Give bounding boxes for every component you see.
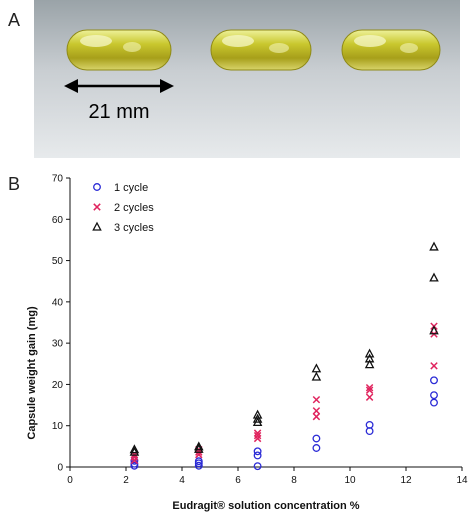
point-2-cycles [312,412,321,421]
x-tick-label: 0 [67,475,73,486]
capsules-photo: 21 mm [34,0,460,158]
point-2-cycles [365,393,374,401]
panel-label-b: B [8,174,21,194]
point-2-cycles [253,431,262,440]
chart-marks [129,241,439,471]
point-2-cycles [312,395,321,404]
capsule-2 [210,29,312,71]
point-2-cycles [312,407,321,415]
point-2-cycles [253,434,262,443]
point-3-cycles [311,371,322,381]
x-tick-label: 2 [123,475,129,486]
point-3-cycles [429,272,439,282]
point-1-cycle [194,461,203,470]
capsule-1 [66,29,172,71]
point-1-cycle [253,462,262,471]
point-3-cycles [129,444,140,454]
point-2-cycles [365,384,374,392]
chart-legend: 1 cycle 2 cycles 3 cycles [92,182,154,234]
x-tick-label: 14 [456,475,468,486]
point-1-cycle [430,391,438,400]
x-tick-label: 4 [179,475,185,486]
point-3-cycles [252,409,263,419]
y-tick-label: 40 [52,297,64,308]
capsule-3 [341,29,441,71]
photo-background [34,0,460,158]
point-3-cycles [364,348,375,358]
y-tick-label: 10 [52,421,64,432]
point-2-cycles [365,386,374,394]
scale-label: 21 mm [88,101,149,123]
point-3-cycles [129,446,140,456]
point-3-cycles [364,359,375,369]
point-3-cycles [429,241,439,251]
point-1-cycle [253,447,262,456]
point-2-cycles [253,429,262,437]
point-1-cycle [253,451,262,460]
y-tick-label: 30 [52,339,64,350]
y-tick-label: 70 [52,174,64,185]
y-tick-label: 0 [57,463,63,474]
legend-marker-1-cycle [93,183,101,191]
point-1-cycle [430,376,438,385]
legend-label-1-cycle: 1 cycle [114,182,148,194]
legend-marker-3-cycles [92,221,102,231]
point-3-cycles [364,353,375,363]
scatter-chart: 0 2 4 6 8 10 12 14 0 10 20 30 40 50 60 70 1 cycle 2 cycl… [26,174,468,513]
legend-marker-2-cycles [93,203,101,211]
x-tick-label: 6 [235,475,241,486]
scale-arrow [64,79,174,93]
x-tick-label: 8 [291,475,297,486]
legend-label-3-cycles: 3 cycles [114,222,154,234]
point-1-cycle [312,444,321,452]
point-1-cycle [430,398,438,407]
x-tick-label: 12 [400,475,412,486]
point-3-cycles [194,441,204,451]
point-1-cycle [365,420,374,429]
y-tick-label: 60 [52,215,64,226]
legend-label-2-cycles: 2 cycles [114,202,154,214]
point-3-cycles [429,325,439,335]
point-1-cycle [194,457,203,466]
x-axis-title: Eudragit® solution concentration % [172,500,359,512]
chart-ticks: 0 2 4 6 8 10 12 14 0 10 20 30 40 50 60 70 [52,174,468,487]
point-2-cycles [430,362,438,370]
x-tick-label: 10 [344,475,356,486]
point-1-cycle [312,434,321,443]
panel-label-a: A [8,10,21,30]
y-tick-label: 20 [52,380,64,391]
point-3-cycles [194,443,204,453]
point-3-cycles [311,363,322,373]
y-axis-title: Capsule weight gain (mg) [26,306,38,440]
y-tick-label: 50 [52,256,64,267]
